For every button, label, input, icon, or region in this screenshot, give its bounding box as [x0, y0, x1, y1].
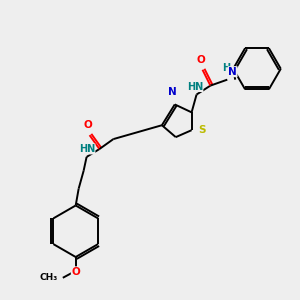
Text: O: O — [71, 267, 80, 277]
Text: H: H — [222, 63, 230, 73]
Text: S: S — [199, 125, 206, 135]
Text: HN: HN — [187, 82, 203, 92]
Text: HN: HN — [79, 144, 95, 154]
Text: N: N — [228, 67, 237, 77]
Text: CH₃: CH₃ — [40, 273, 58, 282]
Text: O: O — [83, 120, 92, 130]
Text: O: O — [196, 55, 205, 65]
Text: N: N — [168, 88, 177, 98]
